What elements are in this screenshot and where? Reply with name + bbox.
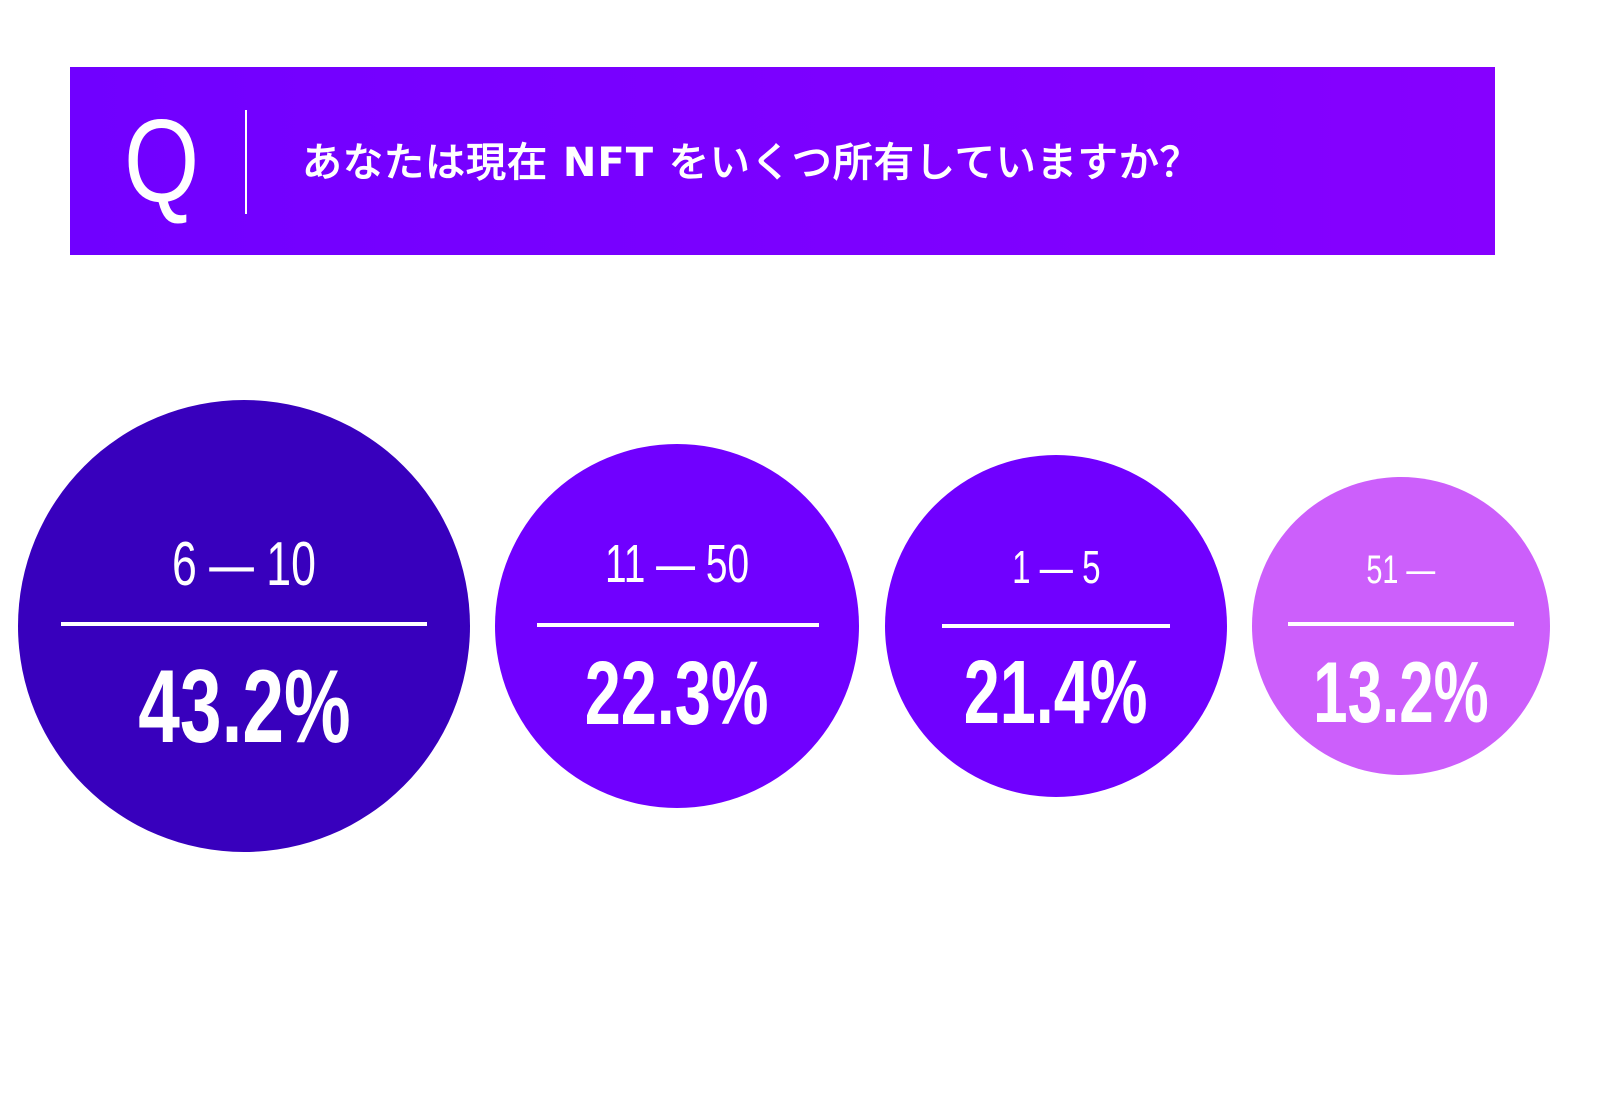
range-label: 6 ― 10 (172, 530, 316, 599)
percent-value: 13.2% (1313, 645, 1489, 741)
divider-rule (537, 623, 819, 627)
bubble-11-50: 11 ― 50 22.3% (495, 444, 859, 808)
bubble-1-5: 1 ― 5 21.4% (885, 455, 1227, 797)
percent-value: 43.2% (137, 649, 351, 765)
range-label: 11 ― 50 (604, 534, 750, 594)
bubble-6-10: 6 ― 10 43.2% (18, 400, 470, 852)
divider-rule (942, 624, 1170, 628)
q-label: Q (124, 95, 199, 227)
question-text: あなたは現在 NFT をいくつ所有していますか？ (302, 140, 1201, 186)
question-banner (70, 67, 1495, 255)
range-label: 1 ― 5 (1011, 541, 1101, 593)
banner-divider (245, 110, 247, 214)
bubble-51-plus: 51 ― 13.2% (1252, 477, 1550, 775)
percent-value: 21.4% (964, 643, 1148, 743)
divider-rule (1288, 622, 1514, 626)
divider-rule (61, 622, 427, 626)
percent-value: 22.3% (585, 644, 769, 744)
range-label: 51 ― (1366, 548, 1436, 592)
